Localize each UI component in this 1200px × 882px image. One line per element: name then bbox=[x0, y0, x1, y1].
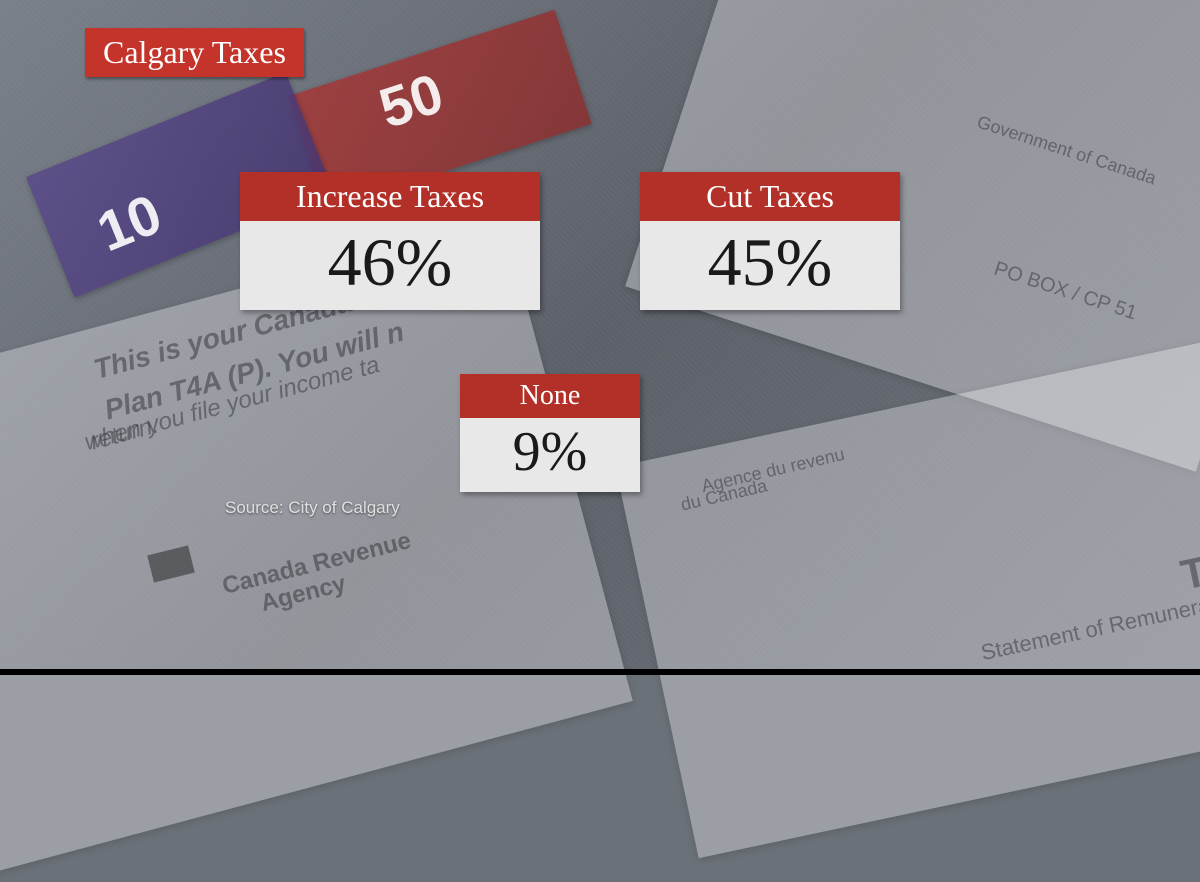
stat-value: 9% bbox=[460, 418, 640, 492]
stat-card-none: None 9% bbox=[460, 374, 640, 492]
bottom-bar bbox=[0, 669, 1200, 675]
source-attribution: Source: City of Calgary bbox=[225, 498, 400, 518]
title-banner: Calgary Taxes bbox=[85, 28, 304, 77]
stat-value: 46% bbox=[240, 221, 540, 310]
stat-label: None bbox=[460, 374, 640, 418]
stat-card-increase: Increase Taxes 46% bbox=[240, 172, 540, 310]
stat-card-cut: Cut Taxes 45% bbox=[640, 172, 900, 310]
stat-label: Increase Taxes bbox=[240, 172, 540, 221]
background-layer: 50 10 This is your Canada Plan T4A (P). … bbox=[0, 0, 1200, 675]
stat-label: Cut Taxes bbox=[640, 172, 900, 221]
title-text: Calgary Taxes bbox=[103, 34, 286, 70]
stat-value: 45% bbox=[640, 221, 900, 310]
bg-paper bbox=[616, 332, 1200, 858]
